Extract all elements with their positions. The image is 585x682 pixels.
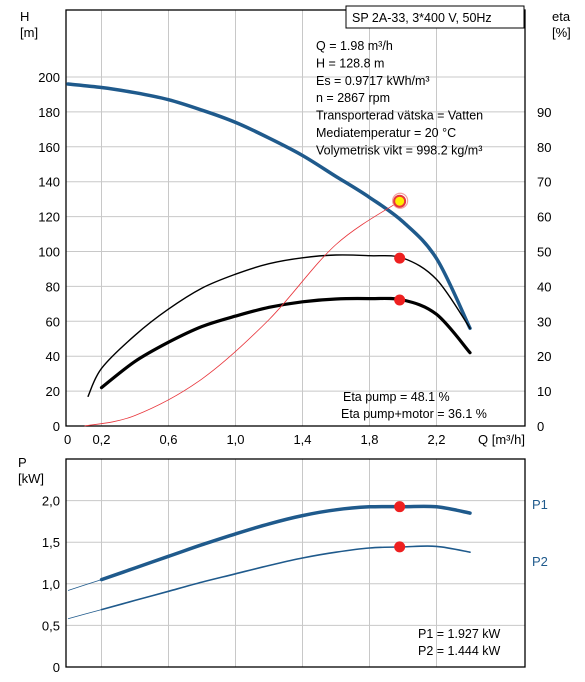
info-line: Volymetrisk vikt = 998.2 kg/m³ bbox=[316, 143, 482, 157]
x-tick-label: 0 bbox=[64, 432, 71, 447]
system-curve bbox=[84, 200, 400, 427]
duty-point-halo bbox=[392, 192, 409, 209]
p-tick-label: 1,0 bbox=[42, 577, 60, 592]
eta-tick-label: 0 bbox=[537, 419, 544, 434]
h-axis-unit: [m] bbox=[20, 25, 38, 40]
top-x-ticks: 0 0,2 0,6 1,0 1,4 1,8 2,2 bbox=[64, 432, 446, 447]
top-plot-frame bbox=[65, 9, 526, 427]
p-tick-label: 1,5 bbox=[42, 535, 60, 550]
eta-axis-unit: [%] bbox=[552, 25, 571, 40]
p2-curve bbox=[100, 545, 471, 611]
duty-point-p2 bbox=[394, 541, 406, 553]
h-tick-label: 140 bbox=[38, 175, 60, 190]
p2-curve-extension bbox=[67, 609, 102, 620]
bottom-plot-frame bbox=[65, 458, 526, 668]
bottom-duty-points bbox=[394, 501, 406, 553]
duty-point-eta-pump bbox=[394, 252, 406, 264]
power-summary-line: P2 = 1.444 kW bbox=[418, 644, 501, 658]
h-axis-label: H bbox=[20, 9, 29, 24]
eta-tick-label: 70 bbox=[537, 175, 551, 190]
top-grid bbox=[66, 10, 525, 426]
eta-tick-label: 80 bbox=[537, 140, 551, 155]
series-name-p2: P2 bbox=[532, 554, 548, 569]
h-tick-label: 80 bbox=[46, 279, 60, 294]
info-line: Q = 1.98 m³/h bbox=[316, 39, 393, 53]
bottom-grid bbox=[66, 459, 525, 667]
h-tick-label: 120 bbox=[38, 210, 60, 225]
power-series-names: P1 P2 bbox=[532, 497, 548, 569]
eta-tick-label: 40 bbox=[537, 279, 551, 294]
h-tick-label: 40 bbox=[46, 349, 60, 364]
top-y-ticks-right: 0 10 20 30 40 50 60 70 80 90 bbox=[537, 105, 551, 434]
eta-summary-line: Eta pump+motor = 36.1 % bbox=[341, 407, 487, 421]
info-line: Mediatemperatur = 20 °C bbox=[316, 126, 456, 140]
head-eta-panel: 0 0,2 0,6 1,0 1,4 1,8 2,2 02040608010012014016… bbox=[20, 5, 571, 447]
top-y-ticks: 0 20 40 60 80 100 120 140 160 180 200 bbox=[38, 70, 60, 434]
x-tick-label: 1,0 bbox=[226, 432, 244, 447]
eta-tick-label: 30 bbox=[537, 314, 551, 329]
x-tick-label: 0,6 bbox=[159, 432, 177, 447]
eta-pump-curve bbox=[87, 254, 471, 397]
eta-summary-line: Eta pump = 48.1 % bbox=[343, 390, 450, 404]
h-tick-label: 200 bbox=[38, 70, 60, 85]
p1-curve-extension bbox=[67, 579, 102, 591]
bottom-curves bbox=[67, 504, 472, 620]
h-tick-label: 100 bbox=[38, 245, 60, 260]
series-name-p1: P1 bbox=[532, 497, 548, 512]
info-line: Transporterad vätska = Vatten bbox=[316, 109, 483, 123]
h-tick-label: 0 bbox=[53, 419, 60, 434]
h-tick-label: 160 bbox=[38, 140, 60, 155]
bottom-y-ticks: 0 0,5 1,0 1,5 2,0 bbox=[42, 494, 60, 675]
h-tick-label: 60 bbox=[46, 314, 60, 329]
x-tick-label: 2,2 bbox=[427, 432, 445, 447]
p-tick-label: 0,5 bbox=[42, 618, 60, 633]
q-axis-label: Q [m³/h] bbox=[478, 432, 525, 447]
eta-pump-motor-curve bbox=[99, 296, 472, 390]
h-tick-label: 180 bbox=[38, 105, 60, 120]
eta-tick-label: 10 bbox=[537, 384, 551, 399]
p1-curve bbox=[99, 504, 472, 582]
eta-tick-label: 60 bbox=[537, 210, 551, 225]
head-curve-extension bbox=[67, 83, 102, 88]
eta-tick-label: 50 bbox=[537, 245, 551, 260]
title-box: SP 2A-33, 3*400 V, 50Hz bbox=[345, 5, 525, 29]
power-summary: P1 = 1.927 kW P2 = 1.444 kW bbox=[418, 627, 501, 658]
x-tick-label: 1,8 bbox=[360, 432, 378, 447]
duty-point-head bbox=[393, 194, 407, 208]
top-duty-points bbox=[392, 192, 409, 306]
eta-summary: Eta pump = 48.1 % Eta pump+motor = 36.1 % bbox=[341, 390, 487, 421]
p-axis-label: P bbox=[18, 455, 27, 470]
info-line: n = 2867 rpm bbox=[316, 91, 390, 105]
head-curve bbox=[66, 82, 472, 331]
x-tick-label: 0,2 bbox=[92, 432, 110, 447]
p-tick-label: 0 bbox=[53, 660, 60, 675]
p-tick-label: 2,0 bbox=[42, 494, 60, 509]
duty-point-p1 bbox=[394, 501, 406, 513]
eta-tick-label: 90 bbox=[537, 105, 551, 120]
info-line: Es = 0.9717 kWh/m³ bbox=[316, 74, 430, 88]
power-summary-line: P1 = 1.927 kW bbox=[418, 627, 501, 641]
eta-axis-label: eta bbox=[552, 9, 571, 24]
operating-info: Q = 1.98 m³/h H = 128.8 m Es = 0.9717 kWh/… bbox=[316, 39, 483, 157]
eta-tick-label: 20 bbox=[537, 349, 551, 364]
h-tick-label: 20 bbox=[46, 384, 60, 399]
p-axis-unit: [kW] bbox=[18, 471, 44, 486]
duty-point-eta-total bbox=[394, 294, 406, 306]
x-tick-label: 1,4 bbox=[293, 432, 311, 447]
chart-title: SP 2A-33, 3*400 V, 50Hz bbox=[352, 11, 492, 25]
info-line: H = 128.8 m bbox=[316, 56, 384, 70]
